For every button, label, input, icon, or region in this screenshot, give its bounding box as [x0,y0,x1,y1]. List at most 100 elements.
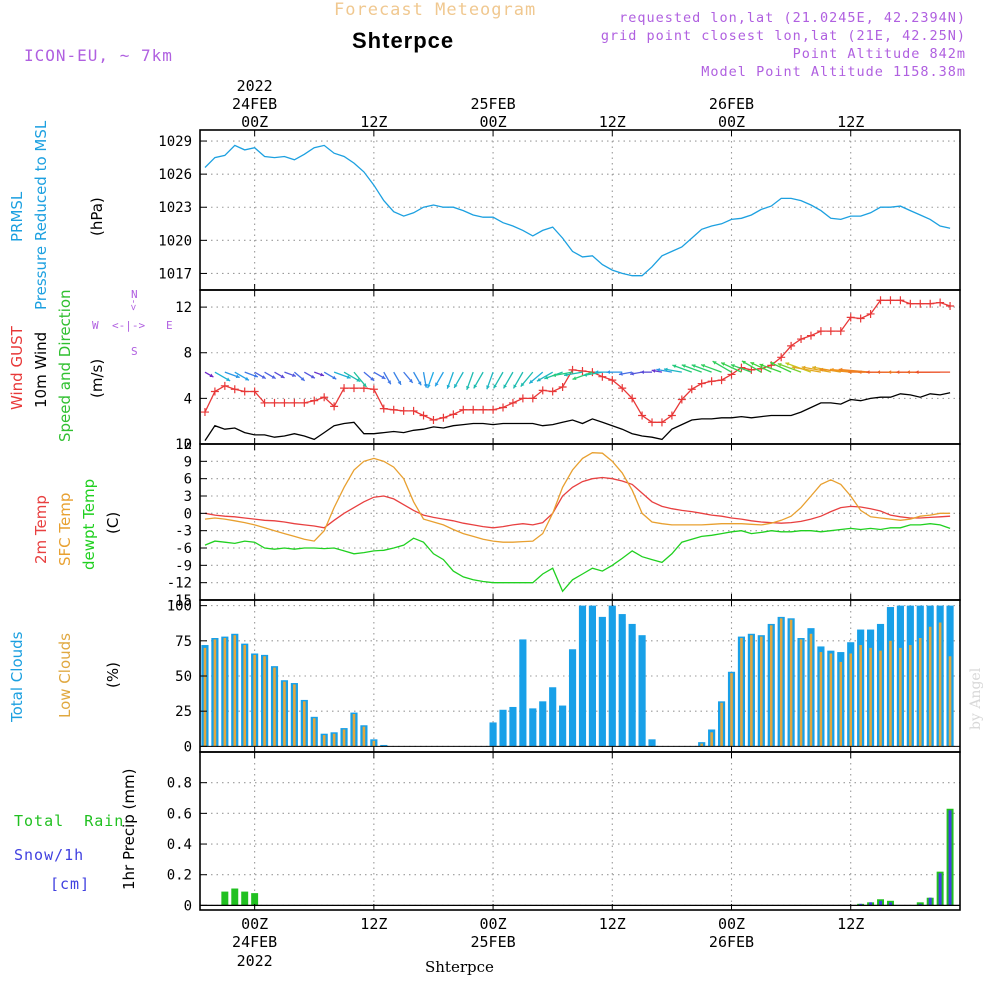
compass-north-label: N [131,288,138,301]
gust-marker [459,405,468,414]
low-cloud-bar [879,650,882,747]
wind-arrow-head [865,370,870,375]
wind-arrow-head [417,381,422,386]
wind-arrow-head [887,370,892,375]
gust-marker [280,398,289,407]
low-cloud-bar [799,639,803,747]
ytick-label: 75 [175,634,192,650]
wind-arrow [720,362,742,373]
temp-dewpt-line-group [204,523,951,593]
gust-marker [389,405,398,414]
total-cloud-bar [380,744,388,747]
wind-arrow-head [466,385,470,390]
wind-arrow [681,364,702,373]
low-cloud-bar [859,645,862,747]
gust-marker [320,393,329,402]
gust-marker [489,405,498,414]
ytick-label: 1023 [158,200,192,216]
wind-arrow-head [672,364,677,369]
wind-arrow-head [435,382,439,387]
low-cloud-bar [889,640,892,747]
low-cloud-bar [283,681,286,747]
bottom-time-label: 00Z [718,915,745,933]
wind-10m-line [204,392,951,441]
gust-marker [876,296,885,305]
wind-arrow-head [759,363,764,368]
compass-rose: N <- W <-|-> E S [90,288,180,360]
top-date-label: 24FEB [232,95,277,113]
snow-bar [918,903,922,906]
rain-bar [241,891,249,906]
ytick-label: -15 [167,593,192,609]
total-cloud-bar [549,687,557,747]
wind-arrow [801,366,831,373]
ytick-label: 0.4 [167,837,192,853]
gust-marker [667,411,676,420]
total-cloud-bar [499,709,507,747]
wind-arrow-head [310,374,315,379]
gust-marker [419,411,428,420]
low-cloud-bar [352,714,356,747]
top-time-label: 12Z [599,113,626,131]
ytick-label: 0 [184,506,192,522]
station-name: Shterpce [352,28,455,53]
snow-bar [948,810,952,906]
wind-arrow-head [280,374,285,378]
prmsl-line-group [204,144,951,277]
snow-bar [938,873,942,906]
total-cloud-bar [539,701,547,747]
low-cloud-bar [710,732,713,747]
snow-bar [888,902,892,906]
model-altitude: Model Point Altitude 1158.38m [701,64,966,80]
low-cloud-bar [720,702,723,747]
gust-marker [399,406,408,415]
wind-arrow-head [651,369,656,373]
low-cloud-bar [928,626,932,747]
gust-marker [677,395,686,404]
wind-arrow-head [271,375,276,379]
gust-marker [926,299,935,308]
wind-arrow-head [387,380,391,385]
low-cloud-bar [789,619,793,747]
wind-arrow-head [915,370,919,375]
ytick-label: -6 [175,541,192,557]
gust-marker [628,394,637,403]
wind-arrow-head [712,361,717,365]
ytick-label: 0.8 [167,776,192,792]
low-cloud-bar [750,635,753,747]
total-cloud-bar [578,605,587,747]
total-cloud-bar [628,623,636,747]
gust-marker [836,327,845,336]
panel-frame [199,289,961,445]
bottom-time-label: 12Z [599,915,626,933]
wind-arrow-head [536,377,541,382]
ytick-label: 1017 [158,266,192,282]
wind-arrow-head [681,364,686,368]
top-time-label: 12Z [837,113,864,131]
gust-marker [846,313,855,322]
low-cloud-bar [740,638,743,747]
low-cloud-bar [253,654,256,747]
gust-marker [220,381,229,390]
data-layer [200,144,960,906]
low-cloud-bar [233,635,237,747]
wind-arrow-head [408,378,413,383]
top-time-label: 00Z [718,113,745,131]
gust-marker [210,387,219,396]
wind-arrow-head [356,378,361,382]
wind-arrow-head [397,380,402,385]
wind-arrow-head [362,383,367,387]
grid-layer [200,130,960,910]
low-cloud-bar [223,638,227,747]
ytick-label: 4 [184,391,192,407]
prmsl-line [204,144,951,277]
top-time-label: 00Z [480,113,507,131]
gust-marker [349,384,358,393]
rain-bar [231,888,239,906]
wind-arrow-head [741,360,746,365]
wind-arrow-head [640,370,644,375]
low-cloud-bar [909,645,912,747]
temp-2m-line [204,476,951,529]
wind-arrow-head [777,363,782,367]
snow-bar [879,900,883,906]
